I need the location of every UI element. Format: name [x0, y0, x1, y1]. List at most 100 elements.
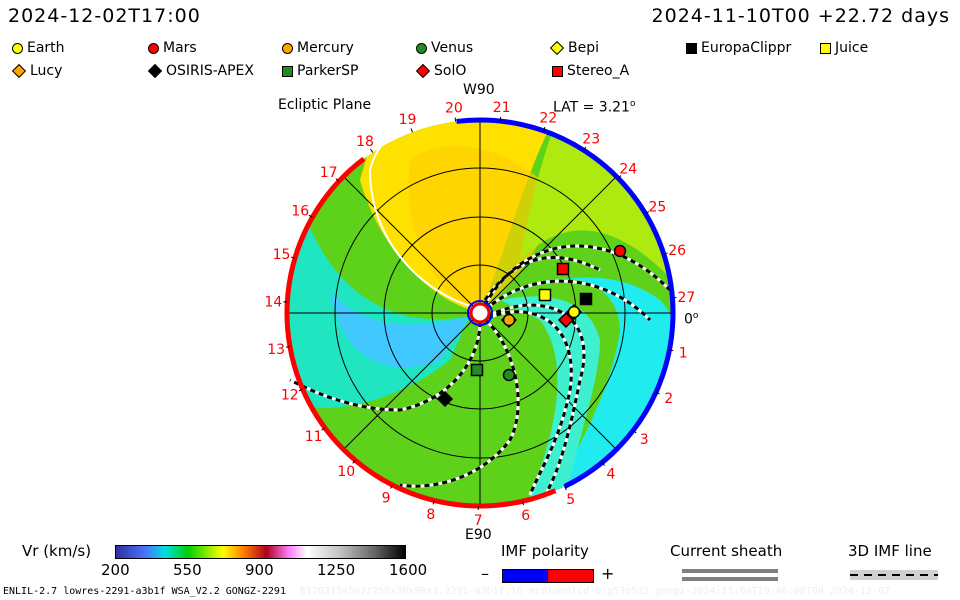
- current-sheath-line: [368, 131, 471, 307]
- legend-label: Mars: [163, 40, 197, 56]
- legend-item-juice: Juice: [820, 40, 868, 56]
- day-tick: [617, 175, 622, 179]
- footer-faint-info: E1202154502/256x30x90x1.2291-a3b1f.16-mc…: [300, 586, 891, 597]
- day-label: 14: [264, 294, 282, 310]
- day-tick: [321, 427, 326, 431]
- colorbar-tick: 900: [245, 561, 274, 579]
- legend-item-parkersp: ParkerSP: [282, 63, 358, 79]
- day-label: 22: [539, 111, 557, 127]
- angle-zero-label: 0o: [684, 308, 698, 328]
- colorbar-tick: 200: [101, 561, 130, 579]
- day-tick: [432, 500, 435, 505]
- colorbar-tick: 1600: [389, 561, 428, 579]
- day-label: 15: [273, 247, 291, 263]
- legend-item-mercury: Mercury: [282, 40, 354, 56]
- footer-run-info: ENLIL-2.7 lowres-2291-a3b1f WSA_V2.2 GON…: [3, 586, 286, 597]
- day-tick: [564, 486, 567, 491]
- spacecraft-markers: [436, 244, 627, 408]
- day-label: 19: [399, 112, 417, 128]
- spacecraft-europaclippr: [579, 292, 593, 306]
- spacecraft-parkersp: [470, 363, 484, 377]
- rim-polarity: [284, 117, 676, 509]
- day-tick: [543, 126, 546, 131]
- legend-label: Bepi: [568, 40, 599, 56]
- imf-positive-swatch: [547, 569, 594, 583]
- legend-item-osiris-apex: OSIRIS-APEX: [147, 63, 254, 79]
- spacecraft-stereo_a: [556, 262, 570, 276]
- day-tick: [522, 501, 524, 506]
- imf-line-label: 3D IMF line: [848, 542, 932, 560]
- day-label: 17: [320, 165, 338, 181]
- day-label: 24: [619, 162, 637, 178]
- circle-marker-icon: [282, 42, 293, 54]
- day-tick: [410, 128, 413, 133]
- day-label: 11: [305, 429, 323, 445]
- legend-item-earth: Earth: [12, 40, 65, 56]
- sun-icon: [469, 302, 491, 324]
- legend-item-mars: Mars: [148, 40, 197, 56]
- legend-label: Venus: [431, 40, 474, 56]
- day-label: 4: [607, 466, 616, 482]
- square-marker-icon: [686, 42, 697, 54]
- day-label: 1: [679, 345, 688, 361]
- colorbar-tick: 550: [173, 561, 202, 579]
- spacecraft-mercury: [502, 313, 516, 327]
- legend-item-lucy: Lucy: [11, 63, 63, 79]
- circle-marker-icon: [12, 42, 23, 54]
- day-label: 6: [521, 508, 530, 524]
- day-tick: [290, 256, 296, 259]
- plot-title: Ecliptic Plane: [278, 97, 372, 113]
- day-label: 7: [474, 513, 483, 529]
- imf-line-swatch: [850, 570, 938, 580]
- day-label: 9: [382, 490, 391, 506]
- day-tick: [298, 388, 303, 392]
- imf-plus: +: [601, 564, 615, 583]
- circle-marker-icon: [148, 42, 159, 54]
- legend-item-bepi: Bepi: [549, 40, 599, 56]
- day-label: 12: [281, 388, 299, 404]
- imf-negative-swatch: [502, 569, 548, 583]
- w90-label: W90: [463, 82, 495, 98]
- square-marker-icon: [552, 65, 563, 77]
- legend-label: Mercury: [297, 40, 354, 56]
- day-label: 26: [668, 243, 686, 259]
- day-tick: [645, 211, 650, 215]
- day-label: 5: [566, 492, 575, 508]
- spacecraft-venus: [502, 368, 516, 382]
- degree-sign: o: [692, 311, 699, 321]
- day-tick: [390, 484, 393, 489]
- day-label: 13: [267, 342, 285, 358]
- legend-label: Earth: [27, 40, 65, 56]
- run-time: 2024-11-10T00 +22.72 days: [651, 5, 950, 27]
- day-tick: [308, 214, 313, 218]
- day-tick: [583, 146, 587, 151]
- day-tick: [663, 252, 668, 255]
- day-label: 2: [664, 391, 673, 407]
- imf-lines: [289, 244, 672, 496]
- spacecraft-solo: [557, 311, 575, 329]
- day-tick: [601, 462, 606, 466]
- day-tick: [335, 178, 340, 182]
- legend-item-europaclippr: EuropaClippr: [686, 40, 791, 56]
- latitude-value: LAT = 3.21: [553, 99, 630, 116]
- day-label: 23: [582, 131, 600, 147]
- day-tick: [370, 148, 374, 153]
- circle-marker-icon: [416, 42, 427, 54]
- latitude-label: LAT = 3.21o: [553, 96, 635, 116]
- spacecraft-earth: [567, 305, 581, 319]
- square-marker-icon: [282, 65, 293, 77]
- day-tick: [632, 430, 637, 434]
- imf-polarity-label: IMF polarity: [501, 542, 589, 560]
- current-time: 2024-12-02T17:00: [8, 5, 201, 27]
- e90-label: E90: [465, 527, 492, 543]
- legend-item-solo: SolO: [415, 63, 466, 79]
- degree-sign: o: [629, 99, 636, 109]
- legend-label: Stereo_A: [567, 63, 630, 79]
- current-sheath-swatch: [682, 569, 778, 573]
- day-label: 10: [337, 464, 355, 480]
- legend-label: Lucy: [30, 63, 63, 79]
- legend-label: EuropaClippr: [701, 40, 792, 56]
- legend-label: ParkerSP: [297, 63, 359, 79]
- day-label: 20: [445, 101, 463, 117]
